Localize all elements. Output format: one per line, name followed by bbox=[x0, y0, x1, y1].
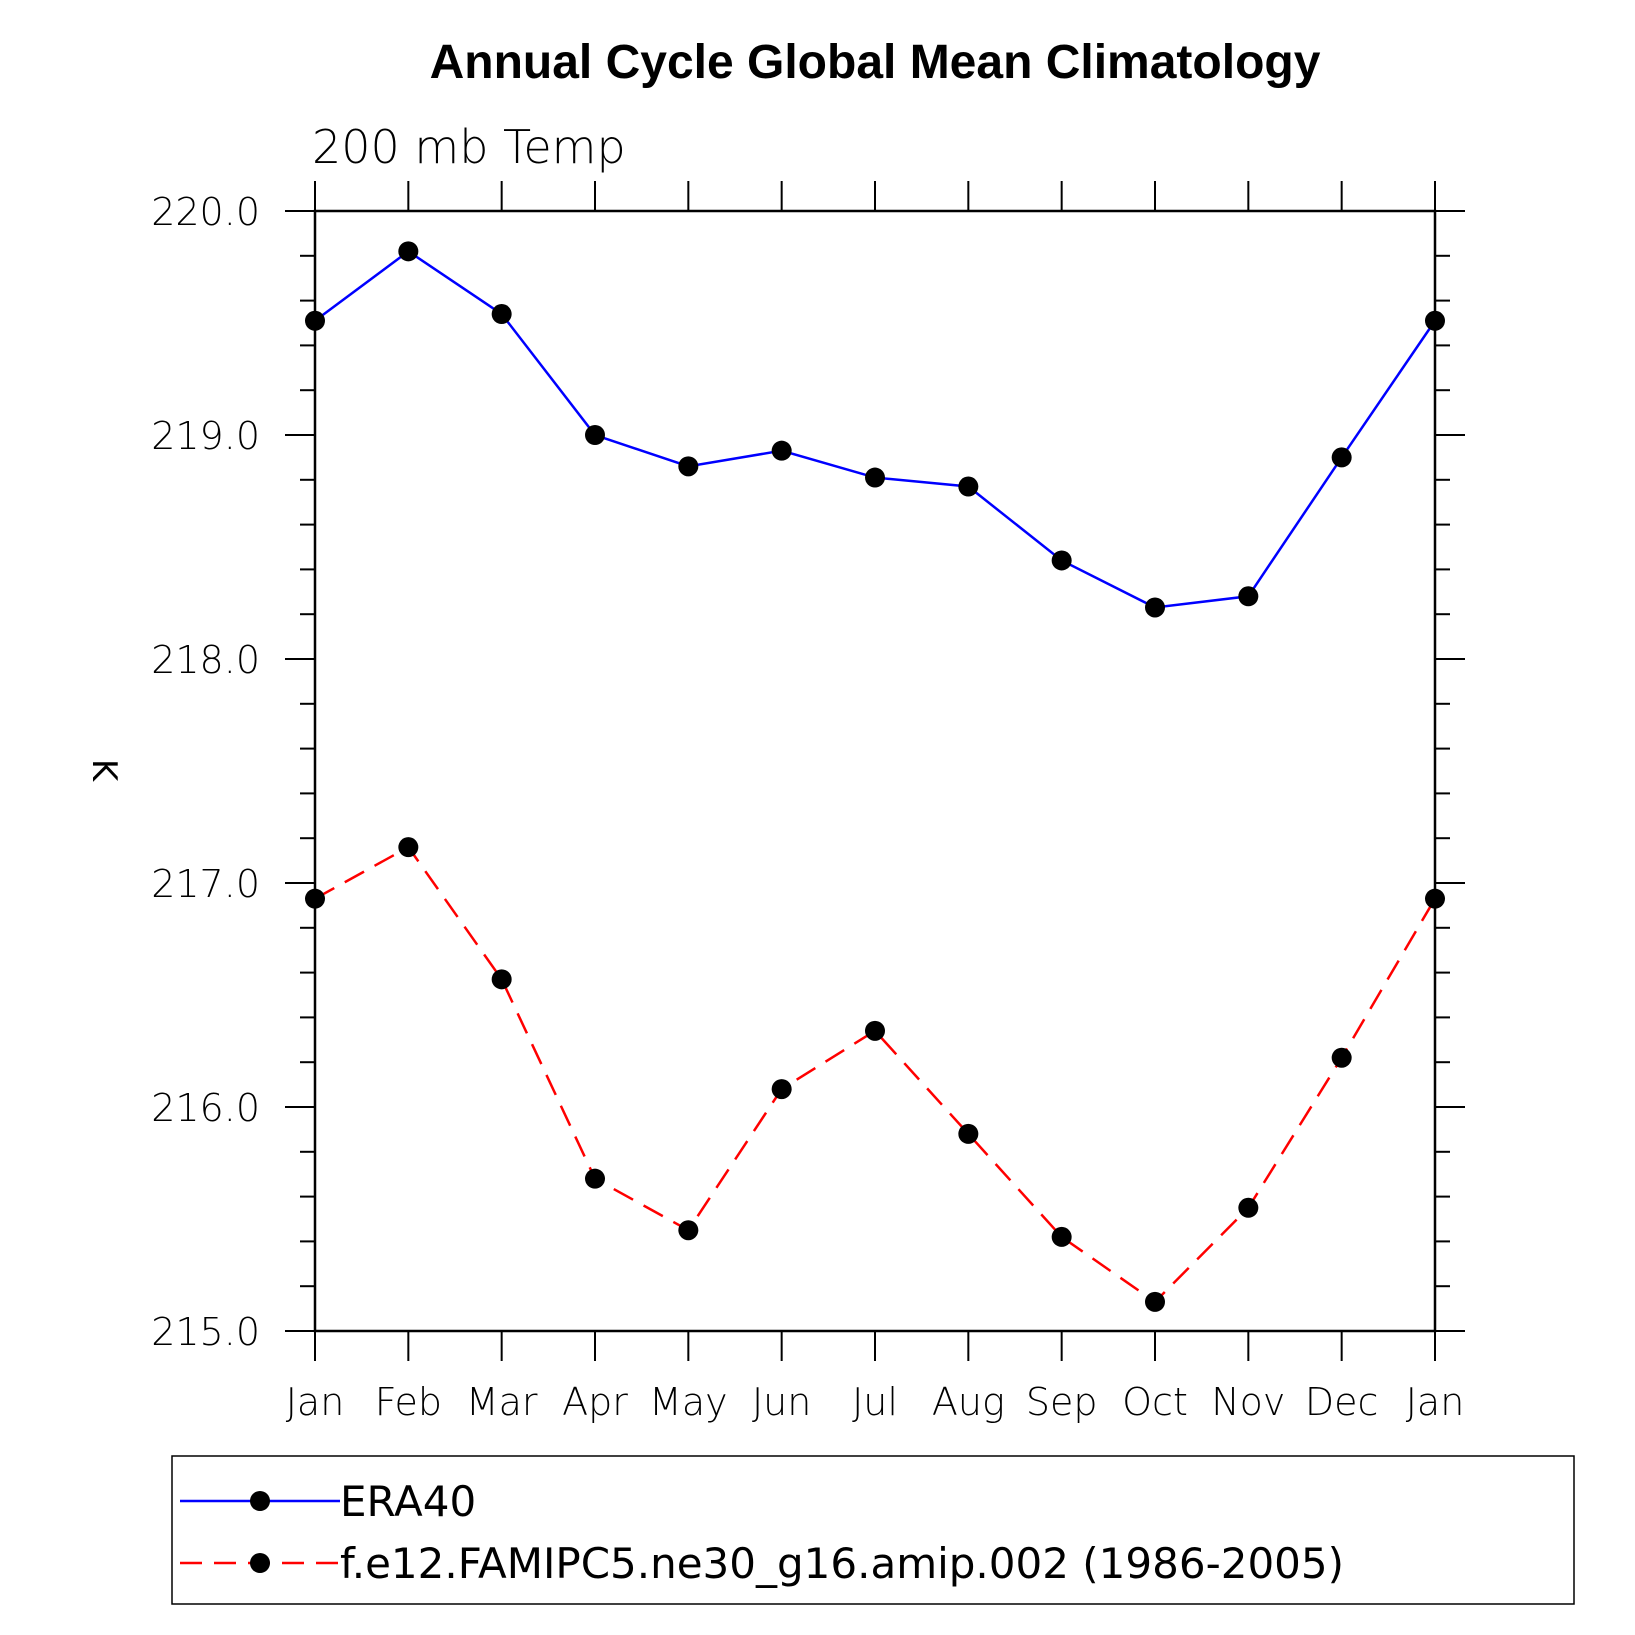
data-point bbox=[865, 1020, 885, 1041]
data-point bbox=[398, 241, 419, 262]
x-tick-label: Mar bbox=[466, 1380, 538, 1424]
data-point bbox=[678, 1220, 699, 1241]
series-1 bbox=[305, 837, 1445, 1312]
data-point bbox=[585, 425, 605, 445]
data-point bbox=[958, 1123, 979, 1144]
data-point bbox=[305, 310, 325, 331]
data-point bbox=[491, 969, 512, 990]
y-tick-label: 220.0 bbox=[151, 190, 260, 234]
data-point bbox=[305, 888, 325, 909]
x-tick-label: May bbox=[649, 1380, 728, 1424]
x-tick-label: Apr bbox=[562, 1380, 628, 1424]
data-point bbox=[1425, 888, 1445, 909]
x-tick-label: Oct bbox=[1122, 1380, 1188, 1424]
data-point bbox=[585, 1168, 605, 1189]
data-point bbox=[1051, 1226, 1072, 1247]
chart-subtitle: 200 mb Temp bbox=[312, 120, 626, 174]
x-tick-label: Aug bbox=[932, 1380, 1005, 1424]
data-point bbox=[1238, 586, 1259, 607]
data-point bbox=[1051, 550, 1072, 571]
chart-title: Annual Cycle Global Mean Climatology bbox=[430, 36, 1321, 89]
legend-label-era40: ERA40 bbox=[340, 1477, 476, 1526]
data-point bbox=[771, 1079, 792, 1100]
y-tick-label: 215.0 bbox=[151, 1310, 260, 1354]
data-point bbox=[1145, 1291, 1165, 1312]
data-point bbox=[1145, 597, 1165, 618]
series-line bbox=[314, 845, 1437, 1304]
y-tick-label: 216.0 bbox=[151, 1086, 260, 1130]
y-axis-label: K bbox=[84, 759, 124, 783]
x-tick-label: Jan bbox=[1406, 1380, 1465, 1424]
data-point bbox=[1331, 447, 1352, 468]
series-0 bbox=[305, 241, 1445, 618]
y-tick-label: 217.0 bbox=[151, 862, 260, 906]
x-tick-label: Jul bbox=[852, 1380, 898, 1424]
data-point bbox=[1425, 310, 1445, 331]
data-point bbox=[398, 837, 419, 858]
x-tick-label: Jun bbox=[752, 1380, 811, 1424]
x-tick-label: Dec bbox=[1305, 1380, 1379, 1424]
axes: Jan Feb Mar Apr May Jun Jul Aug Sep Oct Nov Dec Jan 2… bbox=[151, 181, 1465, 1424]
legend-box bbox=[171, 1455, 1575, 1605]
data-point bbox=[958, 476, 979, 497]
legend-label-model: f.e12.FAMIPC5.ne30_g16.amip.002 (1986-20… bbox=[340, 1539, 1344, 1588]
y-tick-label: 218.0 bbox=[151, 638, 260, 682]
data-point bbox=[865, 467, 885, 488]
data-point bbox=[1331, 1047, 1352, 1068]
plot-frame bbox=[313, 209, 1437, 1333]
x-tick-label: Feb bbox=[375, 1380, 442, 1424]
x-tick-label: Sep bbox=[1026, 1380, 1098, 1424]
x-tick-label: Jan bbox=[286, 1380, 345, 1424]
data-point bbox=[771, 440, 792, 461]
legend-marker-model bbox=[250, 1553, 270, 1573]
series-line bbox=[314, 249, 1437, 609]
data-point bbox=[491, 304, 512, 325]
data-point bbox=[1238, 1197, 1259, 1218]
y-tick-label: 219.0 bbox=[151, 414, 260, 458]
series-layer bbox=[305, 241, 1445, 1312]
x-tick-label: Nov bbox=[1211, 1380, 1285, 1424]
data-point bbox=[678, 456, 699, 477]
legend: ERA40 f.e12.FAMIPC5.ne30_g16.amip.002 (1… bbox=[171, 1455, 1575, 1605]
legend-marker-era40 bbox=[250, 1491, 270, 1511]
